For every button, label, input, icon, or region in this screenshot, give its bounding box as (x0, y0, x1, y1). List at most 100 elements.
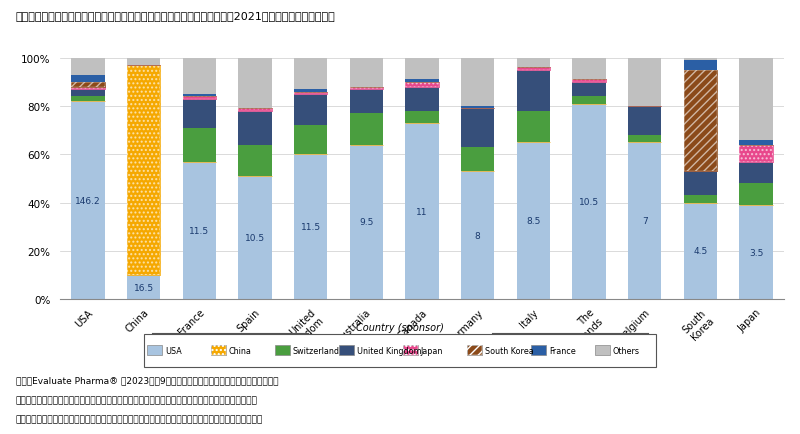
Bar (294, 126, 327, 155)
Bar (684, 203, 717, 299)
Bar (294, 92, 327, 95)
Bar (350, 90, 383, 114)
Bar (406, 59, 438, 80)
Bar (406, 112, 438, 124)
Text: Country (sponsor): Country (sponsor) (356, 322, 444, 332)
Bar (127, 66, 160, 276)
Bar (71, 97, 105, 102)
Bar (572, 104, 606, 299)
Text: 11.5: 11.5 (189, 226, 210, 235)
Text: 16.5: 16.5 (134, 283, 154, 292)
Bar (182, 59, 216, 95)
Bar (739, 162, 773, 184)
Bar (350, 88, 383, 90)
Text: France: France (549, 346, 575, 355)
Bar (182, 162, 216, 299)
Text: 注１：１つの臨床試験に複数のスポンサーが存在している場合には、スポンサー数で除して集計した: 注１：１つの臨床試験に複数のスポンサーが存在している場合には、スポンサー数で除し… (16, 396, 258, 405)
Bar (461, 172, 494, 299)
Text: Others: Others (613, 346, 640, 355)
Bar (406, 82, 438, 88)
Text: 8.5: 8.5 (526, 217, 541, 226)
Bar (71, 82, 105, 88)
Bar (739, 59, 773, 141)
Bar (517, 71, 550, 112)
Bar (350, 145, 383, 299)
Bar (406, 82, 438, 88)
Bar (238, 177, 272, 299)
Text: 8: 8 (475, 231, 481, 240)
Bar (739, 206, 773, 299)
Bar (739, 145, 773, 162)
Bar (572, 80, 606, 82)
Text: 図４　遺伝子細胞治療の各臨床試験実施国に占めるスポンサー国籍割合（2021年１月１日以降に開始）: 図４ 遺伝子細胞治療の各臨床試験実施国に占めるスポンサー国籍割合（2021年１月… (16, 11, 336, 21)
Bar (406, 80, 438, 82)
Bar (294, 59, 327, 90)
Text: 4.5: 4.5 (694, 247, 707, 256)
Text: South Korea: South Korea (485, 346, 534, 355)
Bar (182, 95, 216, 97)
Text: 注２：図中の数値は、米国の企業等がスポンサーとなっている臨床試験のプロトコール数を示している: 注２：図中の数値は、米国の企業等がスポンサーとなっている臨床試験のプロトコール数… (16, 414, 263, 424)
Bar (461, 109, 494, 148)
Bar (684, 71, 717, 172)
Bar (628, 143, 662, 299)
Bar (406, 124, 438, 299)
Bar (572, 97, 606, 104)
Text: 9.5: 9.5 (359, 218, 374, 227)
Bar (71, 76, 105, 82)
Bar (71, 90, 105, 97)
Bar (739, 145, 773, 162)
Bar (182, 97, 216, 99)
Bar (238, 112, 272, 145)
Bar (461, 148, 494, 172)
Bar (127, 66, 160, 276)
Bar (517, 143, 550, 299)
Bar (350, 88, 383, 90)
Bar (238, 145, 272, 177)
Bar (628, 59, 662, 107)
Bar (182, 128, 216, 162)
Bar (684, 61, 717, 71)
Bar (238, 109, 272, 112)
Text: 3.5: 3.5 (749, 248, 763, 257)
Text: 10.5: 10.5 (579, 197, 599, 207)
Bar (71, 102, 105, 299)
Bar (71, 88, 105, 90)
Bar (572, 59, 606, 80)
Bar (71, 88, 105, 90)
Bar (684, 196, 717, 203)
Bar (517, 59, 550, 68)
Bar (461, 59, 494, 107)
Text: United Kingdom: United Kingdom (357, 346, 422, 355)
Bar (182, 97, 216, 99)
Text: 10.5: 10.5 (245, 233, 265, 243)
Bar (350, 114, 383, 145)
Bar (127, 276, 160, 299)
Bar (182, 99, 216, 128)
Bar (517, 68, 550, 71)
Text: 146.2: 146.2 (75, 196, 101, 205)
Bar (127, 59, 160, 66)
Text: 11.5: 11.5 (301, 223, 321, 232)
Text: 7: 7 (642, 217, 648, 226)
Bar (517, 68, 550, 71)
Bar (572, 82, 606, 97)
Bar (238, 59, 272, 109)
Bar (628, 136, 662, 143)
Bar (684, 172, 717, 196)
Bar (238, 109, 272, 112)
Bar (71, 82, 105, 88)
Bar (406, 88, 438, 112)
Bar (572, 80, 606, 82)
Bar (739, 184, 773, 206)
Bar (71, 59, 105, 76)
Bar (628, 107, 662, 136)
Bar (350, 59, 383, 88)
Bar (294, 92, 327, 95)
Bar (739, 141, 773, 145)
Bar (294, 95, 327, 126)
Text: Japan: Japan (421, 346, 443, 355)
Bar (517, 112, 550, 143)
Bar (461, 107, 494, 109)
Text: USA: USA (165, 346, 182, 355)
Bar (684, 71, 717, 172)
